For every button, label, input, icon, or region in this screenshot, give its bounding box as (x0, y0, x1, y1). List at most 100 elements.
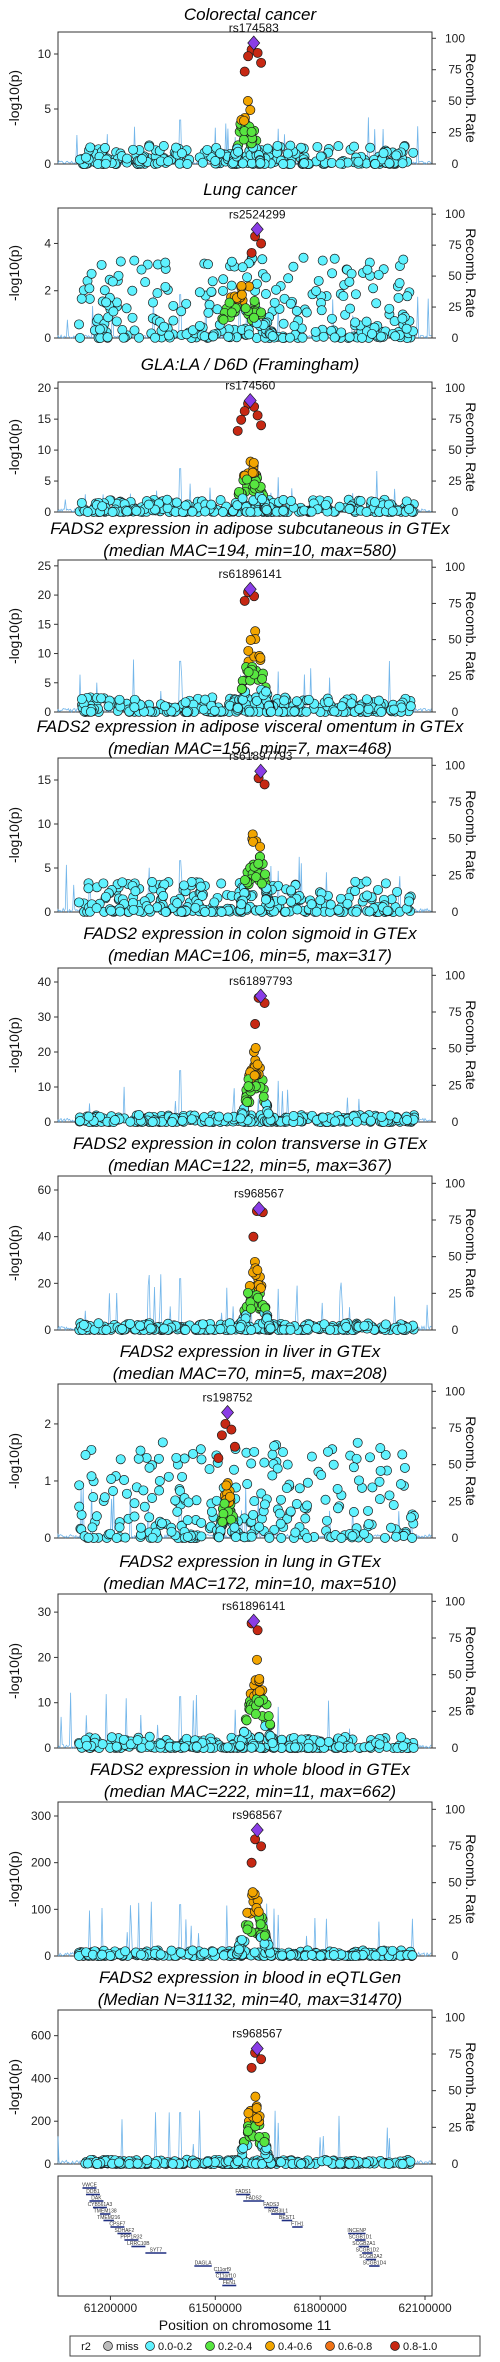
snp-point (115, 906, 126, 917)
snp-point (132, 1735, 143, 1746)
snp-point (163, 330, 174, 341)
snp-point (249, 296, 260, 306)
snp-point-high-ld (220, 1418, 231, 1429)
snp-point (252, 2113, 262, 2124)
snp-point (306, 506, 317, 517)
snp-point (172, 898, 183, 909)
snp-point (344, 332, 355, 343)
panel-title: GLA:LA / D6D (Framingham) (141, 355, 360, 374)
snp-point (241, 1715, 252, 1726)
snp-point (265, 1719, 276, 1730)
legend-label: 0.0-0.2 (158, 2341, 192, 2353)
snp-point (204, 1116, 215, 1127)
snp-point (105, 1950, 116, 1961)
snp-point (223, 331, 234, 342)
snp-point (144, 141, 155, 152)
y2-tick-label: 0 (452, 1323, 459, 1337)
gene-label: C11orf10 (216, 2274, 236, 2280)
snp-point (108, 1486, 118, 1496)
y-tick-label: 15 (38, 617, 52, 631)
lead-snp-marker (243, 581, 257, 597)
y2-tick-label: 50 (448, 1458, 462, 1472)
snp-point (350, 886, 361, 896)
y2-tick-label: 0 (452, 331, 459, 345)
snp-point (140, 277, 151, 288)
snp-point (252, 1265, 263, 1276)
legend-swatch (265, 2341, 275, 2351)
snp-point (261, 505, 272, 515)
snp-point (302, 1477, 313, 1488)
y-axis-label: -log10(p) (6, 807, 22, 863)
snp-point (248, 457, 259, 468)
snp-point (397, 1449, 408, 1460)
snp-point (97, 1949, 108, 1960)
snp-point (182, 1515, 193, 1526)
gene-label: FADS1 (235, 2189, 251, 2195)
panel-7: FADS2 expression in colon transverse in … (6, 1134, 479, 1337)
y2-tick-label: 100 (445, 1176, 465, 1190)
snp-point (239, 1727, 250, 1737)
snp-point (332, 1484, 343, 1494)
y-tick-label: 40 (38, 1230, 52, 1244)
snp-point (180, 697, 191, 708)
snp-point (148, 297, 158, 308)
snp-point (111, 1741, 122, 1752)
snp-point (203, 307, 214, 318)
snp-point (373, 884, 383, 895)
snp-point-high-ld (250, 1019, 261, 1029)
snp-point (135, 1445, 146, 1456)
snp-point (302, 1324, 313, 1334)
snp-point (384, 1490, 395, 1501)
y-tick-label: 100 (31, 1902, 51, 1916)
snp-point (226, 256, 237, 267)
y-tick-label: 0 (44, 505, 51, 519)
snp-point (269, 1441, 280, 1452)
lead-snp-marker (250, 221, 264, 237)
snp-point (330, 1116, 340, 1127)
y2-tick-label: 100 (445, 2010, 465, 2024)
panel-subtitle: (median MAC=222, min=11, max=662) (104, 1782, 396, 1801)
snp-point (263, 1711, 274, 1722)
lead-snp-label: rs968567 (234, 1187, 284, 1201)
y2-tick-label: 100 (445, 207, 465, 221)
y-tick-label: 1 (44, 1474, 51, 1488)
snp-point (315, 1737, 326, 1748)
y2-axis-label: Recomb. Rate (463, 591, 479, 681)
snp-point (188, 1448, 198, 1459)
snp-point (110, 1115, 120, 1126)
gene-label: CPSF7 (109, 2222, 125, 2228)
snp-point (172, 1506, 183, 1517)
y2-axis-label: Recomb. Rate (463, 228, 479, 318)
panel-10: FADS2 expression in whole blood in GTEx (… (6, 1760, 479, 1963)
snp-point (284, 332, 295, 343)
snp-point (303, 1742, 314, 1753)
snp-point (200, 506, 211, 517)
y2-tick-label: 50 (448, 443, 462, 457)
gene-label: BEST1 (279, 2215, 295, 2221)
snp-point (393, 292, 404, 303)
snp-point (290, 1527, 301, 1538)
snp-point (93, 1318, 104, 1329)
lead-snp-label: rs174560 (225, 379, 275, 393)
y2-tick-label: 75 (448, 1631, 462, 1645)
snp-point (242, 272, 253, 283)
snp-point (160, 257, 171, 268)
snp-point (129, 255, 140, 266)
y-tick-label: 5 (44, 474, 51, 488)
lead-snp-label: rs968567 (232, 1808, 282, 1822)
y-tick-label: 5 (44, 676, 51, 690)
snp-point (282, 1459, 293, 1470)
snp-point (344, 504, 355, 514)
snp-point (144, 904, 155, 915)
snp-point (122, 506, 133, 517)
y2-tick-label: 0 (452, 705, 459, 719)
snp-point (388, 704, 399, 715)
snp-point (335, 158, 346, 169)
snp-point (176, 306, 187, 317)
snp-point (244, 329, 255, 340)
snp-point (259, 1457, 270, 1468)
panel-title: Lung cancer (203, 180, 298, 199)
panel-9: FADS2 expression in lung in GTEx (median … (6, 1552, 479, 1755)
snp-point (276, 2157, 286, 2168)
y-tick-label: 10 (38, 1080, 52, 1094)
